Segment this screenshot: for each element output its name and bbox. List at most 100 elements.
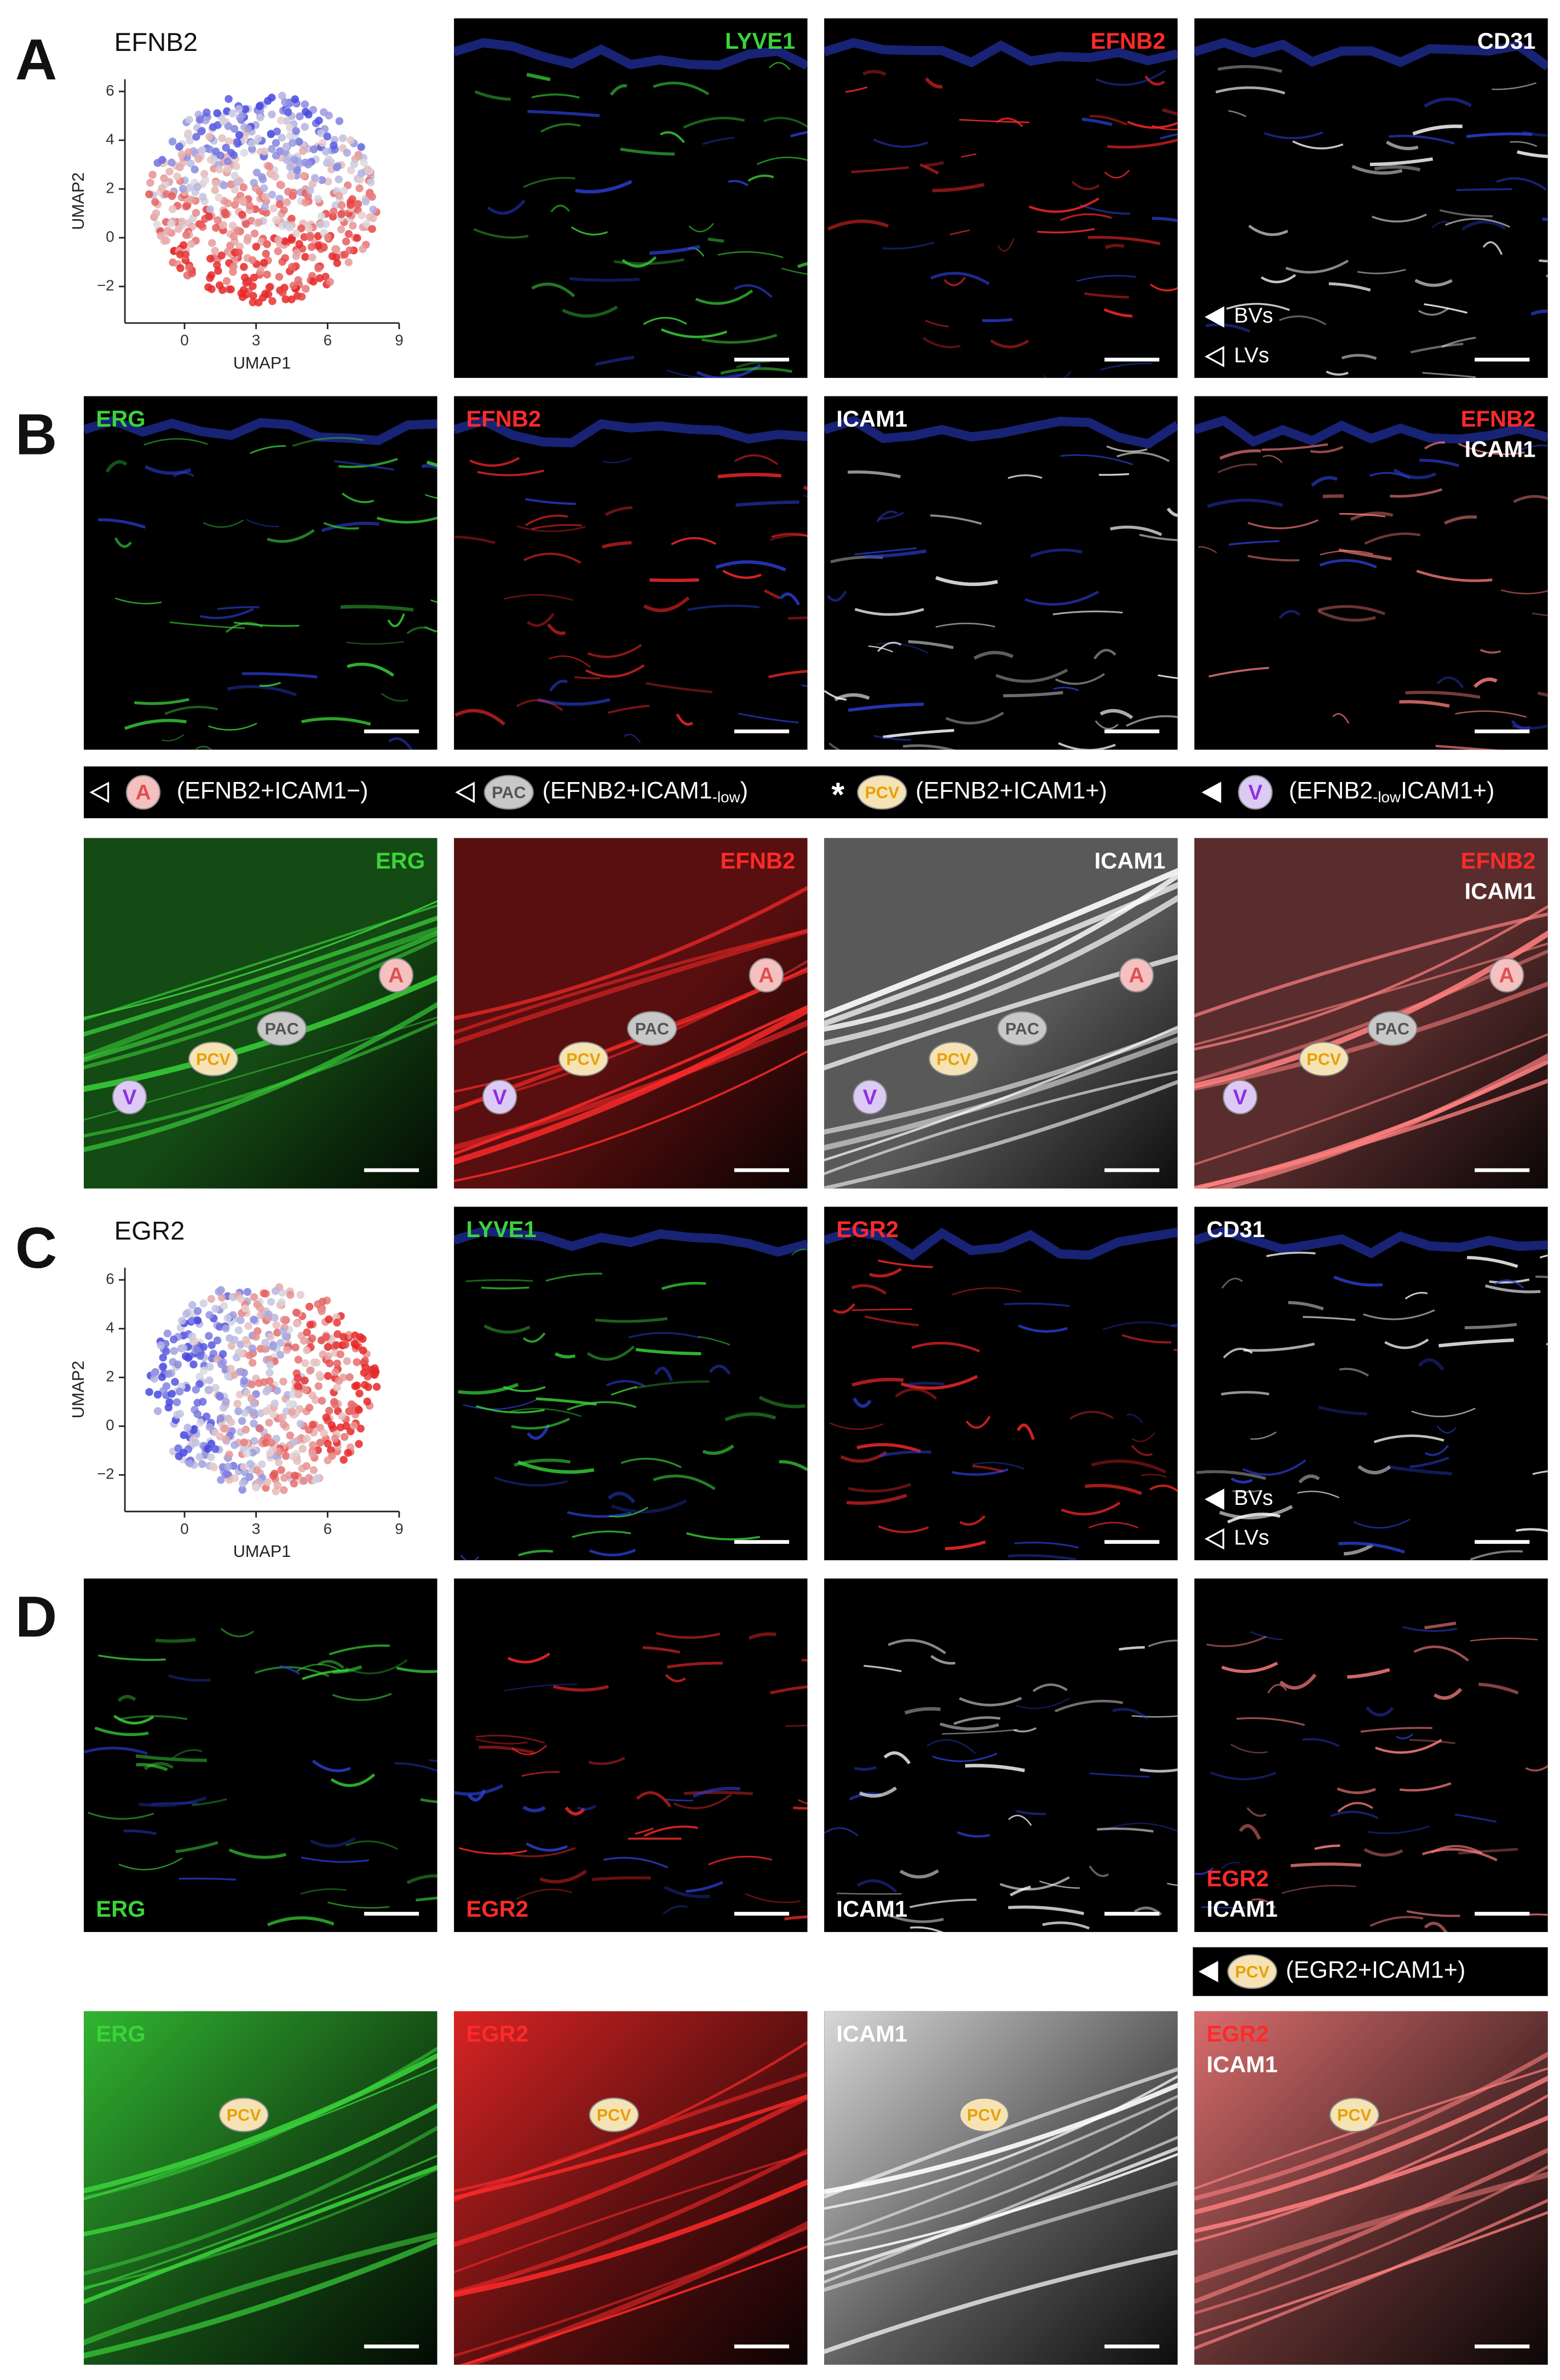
vessel (1018, 1324, 1068, 1333)
vessel (883, 729, 954, 739)
vessel (1221, 1278, 1243, 1289)
vessel (199, 608, 254, 619)
umap-point (205, 1386, 214, 1394)
legend-bar (84, 766, 1548, 819)
channel-label: LYVE1 (466, 1216, 536, 1242)
umap-point (243, 237, 251, 245)
vessel (454, 2148, 808, 2296)
vessel (279, 1665, 300, 1675)
umap-point (217, 1476, 225, 1484)
vessel (1267, 1684, 1287, 1694)
vessel (972, 1462, 1025, 1470)
vessel (608, 704, 650, 714)
vessel (990, 339, 1029, 348)
vessel (84, 2154, 438, 2291)
vessel (1455, 710, 1527, 718)
vessel (1266, 1251, 1316, 1257)
vessel (526, 1842, 568, 1852)
vessel (634, 1380, 710, 1389)
badge (482, 1079, 517, 1115)
umap-point (193, 183, 202, 191)
umap-point (300, 171, 308, 180)
umap-point (241, 273, 249, 282)
umap-point (232, 162, 240, 170)
image-content (454, 1226, 808, 1561)
umap-point (272, 139, 280, 147)
umap-point (192, 1386, 200, 1394)
umap-point (179, 1448, 188, 1457)
umap-point (168, 205, 177, 214)
vessel (507, 1652, 550, 1664)
vessel (94, 1726, 149, 1737)
umap-point (183, 1423, 192, 1432)
vessel (959, 1697, 1022, 1706)
channel-label: EGR2 (466, 1896, 528, 1922)
vessel (930, 272, 990, 285)
vessel (1444, 218, 1510, 228)
vessel (260, 682, 281, 687)
vessel (763, 117, 808, 128)
vessel (115, 597, 162, 605)
umap-point (289, 281, 298, 290)
vessel (848, 1483, 912, 1493)
vessel (1242, 1459, 1306, 1476)
vessel (902, 744, 956, 750)
umap-point (223, 157, 232, 165)
vessel (824, 1827, 859, 1837)
badge (857, 775, 907, 810)
umap-point (369, 214, 377, 222)
vessel (1104, 169, 1130, 179)
umap-point (256, 113, 264, 122)
umap-point (337, 225, 346, 234)
vessel (545, 1273, 602, 1282)
vessel (574, 676, 601, 680)
vessel (957, 1831, 991, 1838)
badge-text: PCV (1306, 1050, 1341, 1069)
umap-point (273, 1481, 281, 1490)
umap-point (303, 1328, 311, 1337)
umap-point (224, 95, 233, 103)
channel-label: EGR2 (466, 2021, 528, 2046)
vessel (945, 711, 1004, 725)
image-glow (1194, 838, 1548, 1189)
vessel (1470, 1637, 1538, 1642)
umap-point (301, 198, 310, 206)
channel-label: EFNB2 (1461, 406, 1536, 432)
umap-point (316, 1439, 324, 1447)
badge (1367, 1011, 1418, 1046)
vessel (416, 1896, 438, 1902)
micrograph: CD31 BVs LVs (1194, 1206, 1548, 1561)
image-bg (84, 396, 438, 750)
y-tick-label: 4 (106, 130, 114, 147)
vessel (381, 692, 408, 702)
umap-point (357, 143, 365, 151)
vessel (332, 1693, 392, 1701)
image-content (1194, 838, 1548, 1189)
vessel (722, 570, 762, 579)
umap-point (309, 278, 318, 286)
vessel (826, 590, 847, 602)
umap-point (224, 1463, 232, 1471)
umap-point (245, 1351, 254, 1360)
badge-text: A (758, 964, 774, 987)
umap-point (301, 1376, 309, 1385)
umap-point (188, 1332, 197, 1341)
vessel (523, 177, 575, 188)
vessel (1013, 1727, 1037, 1733)
vessel (1106, 445, 1148, 452)
vessel (1250, 1631, 1283, 1641)
umap-point (199, 1343, 208, 1351)
umap-point (297, 224, 306, 233)
umap-point (361, 197, 370, 206)
umap-point (301, 1359, 309, 1367)
image-bg (824, 18, 1178, 378)
vessel (525, 498, 576, 505)
vessel (477, 469, 544, 476)
vessel (143, 438, 208, 446)
epidermis (454, 416, 808, 447)
vessel (1351, 164, 1403, 175)
y-tick-label: 4 (106, 1319, 114, 1336)
umap-point (255, 1379, 263, 1387)
micrograph: LYVE1 (454, 18, 808, 378)
umap-point (363, 165, 372, 173)
